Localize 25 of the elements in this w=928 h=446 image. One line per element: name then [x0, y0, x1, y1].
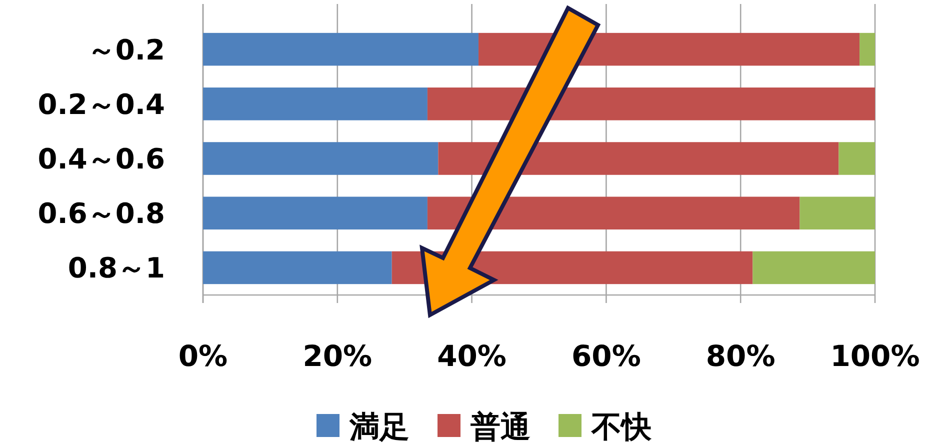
- bar: [203, 251, 392, 284]
- bar: [203, 32, 479, 66]
- x-tick-label: 60%: [571, 339, 641, 373]
- bar: [800, 196, 875, 230]
- x-tick-label: 20%: [302, 339, 372, 373]
- x-tick-label: 0%: [178, 339, 228, 373]
- bar: [203, 88, 428, 120]
- y-tick-label: 0.4～0.6: [38, 142, 165, 176]
- bar: [860, 32, 875, 66]
- legend-label: 不快: [590, 410, 652, 445]
- x-tick-label: 40%: [437, 339, 507, 373]
- y-tick-label: ～0.2: [87, 33, 165, 66]
- y-tick-label: 0.6～0.8: [38, 197, 165, 230]
- x-tick-label: 100%: [830, 339, 920, 373]
- legend-label: 普通: [470, 410, 530, 445]
- bar: [752, 251, 875, 284]
- bar: [838, 142, 875, 175]
- x-tick-label: 80%: [706, 339, 776, 373]
- y-tick-label: 0.8～1: [68, 252, 165, 285]
- y-tick-label: 0.2～0.4: [38, 88, 165, 121]
- legend-label: 満足: [348, 410, 410, 445]
- bar: [203, 196, 428, 230]
- bar: [427, 88, 875, 120]
- bar: [438, 142, 839, 175]
- bar: [203, 142, 438, 175]
